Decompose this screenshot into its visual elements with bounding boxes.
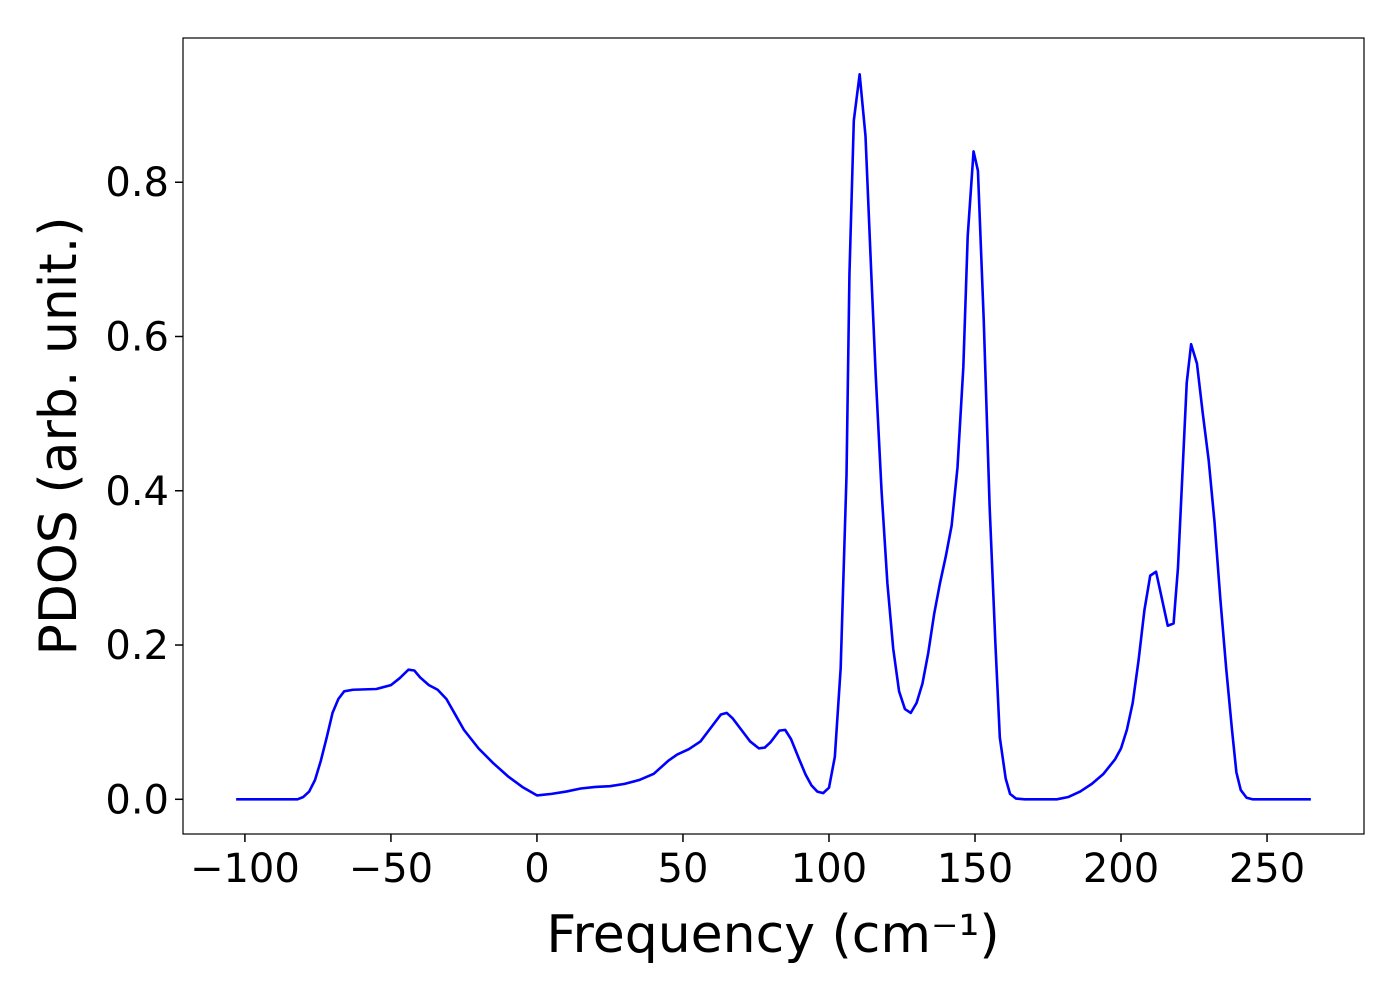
- x-tick-label: 250: [1229, 846, 1305, 892]
- data-line: [236, 72, 1311, 801]
- y-tick-label: 0.0: [105, 777, 169, 823]
- x-axis-label: Frequency (cm⁻¹): [546, 905, 999, 965]
- x-tick-label: 100: [791, 846, 867, 892]
- x-tick-label: 50: [658, 846, 709, 892]
- plot-frame: [182, 37, 1365, 835]
- x-tick-label: 150: [937, 846, 1013, 892]
- y-tick-label: 0.6: [105, 315, 169, 361]
- y-tick-label: 0.4: [105, 469, 169, 515]
- x-tick-label: −50: [349, 846, 433, 892]
- y-tick-label: 0.2: [105, 623, 169, 669]
- y-axis-label: PDOS (arb. unit.): [29, 216, 89, 655]
- y-tick-label: 0.8: [105, 160, 169, 206]
- x-tick-label: −100: [190, 846, 300, 892]
- x-tick-label: 0: [524, 846, 549, 892]
- x-tick-label: 200: [1083, 846, 1159, 892]
